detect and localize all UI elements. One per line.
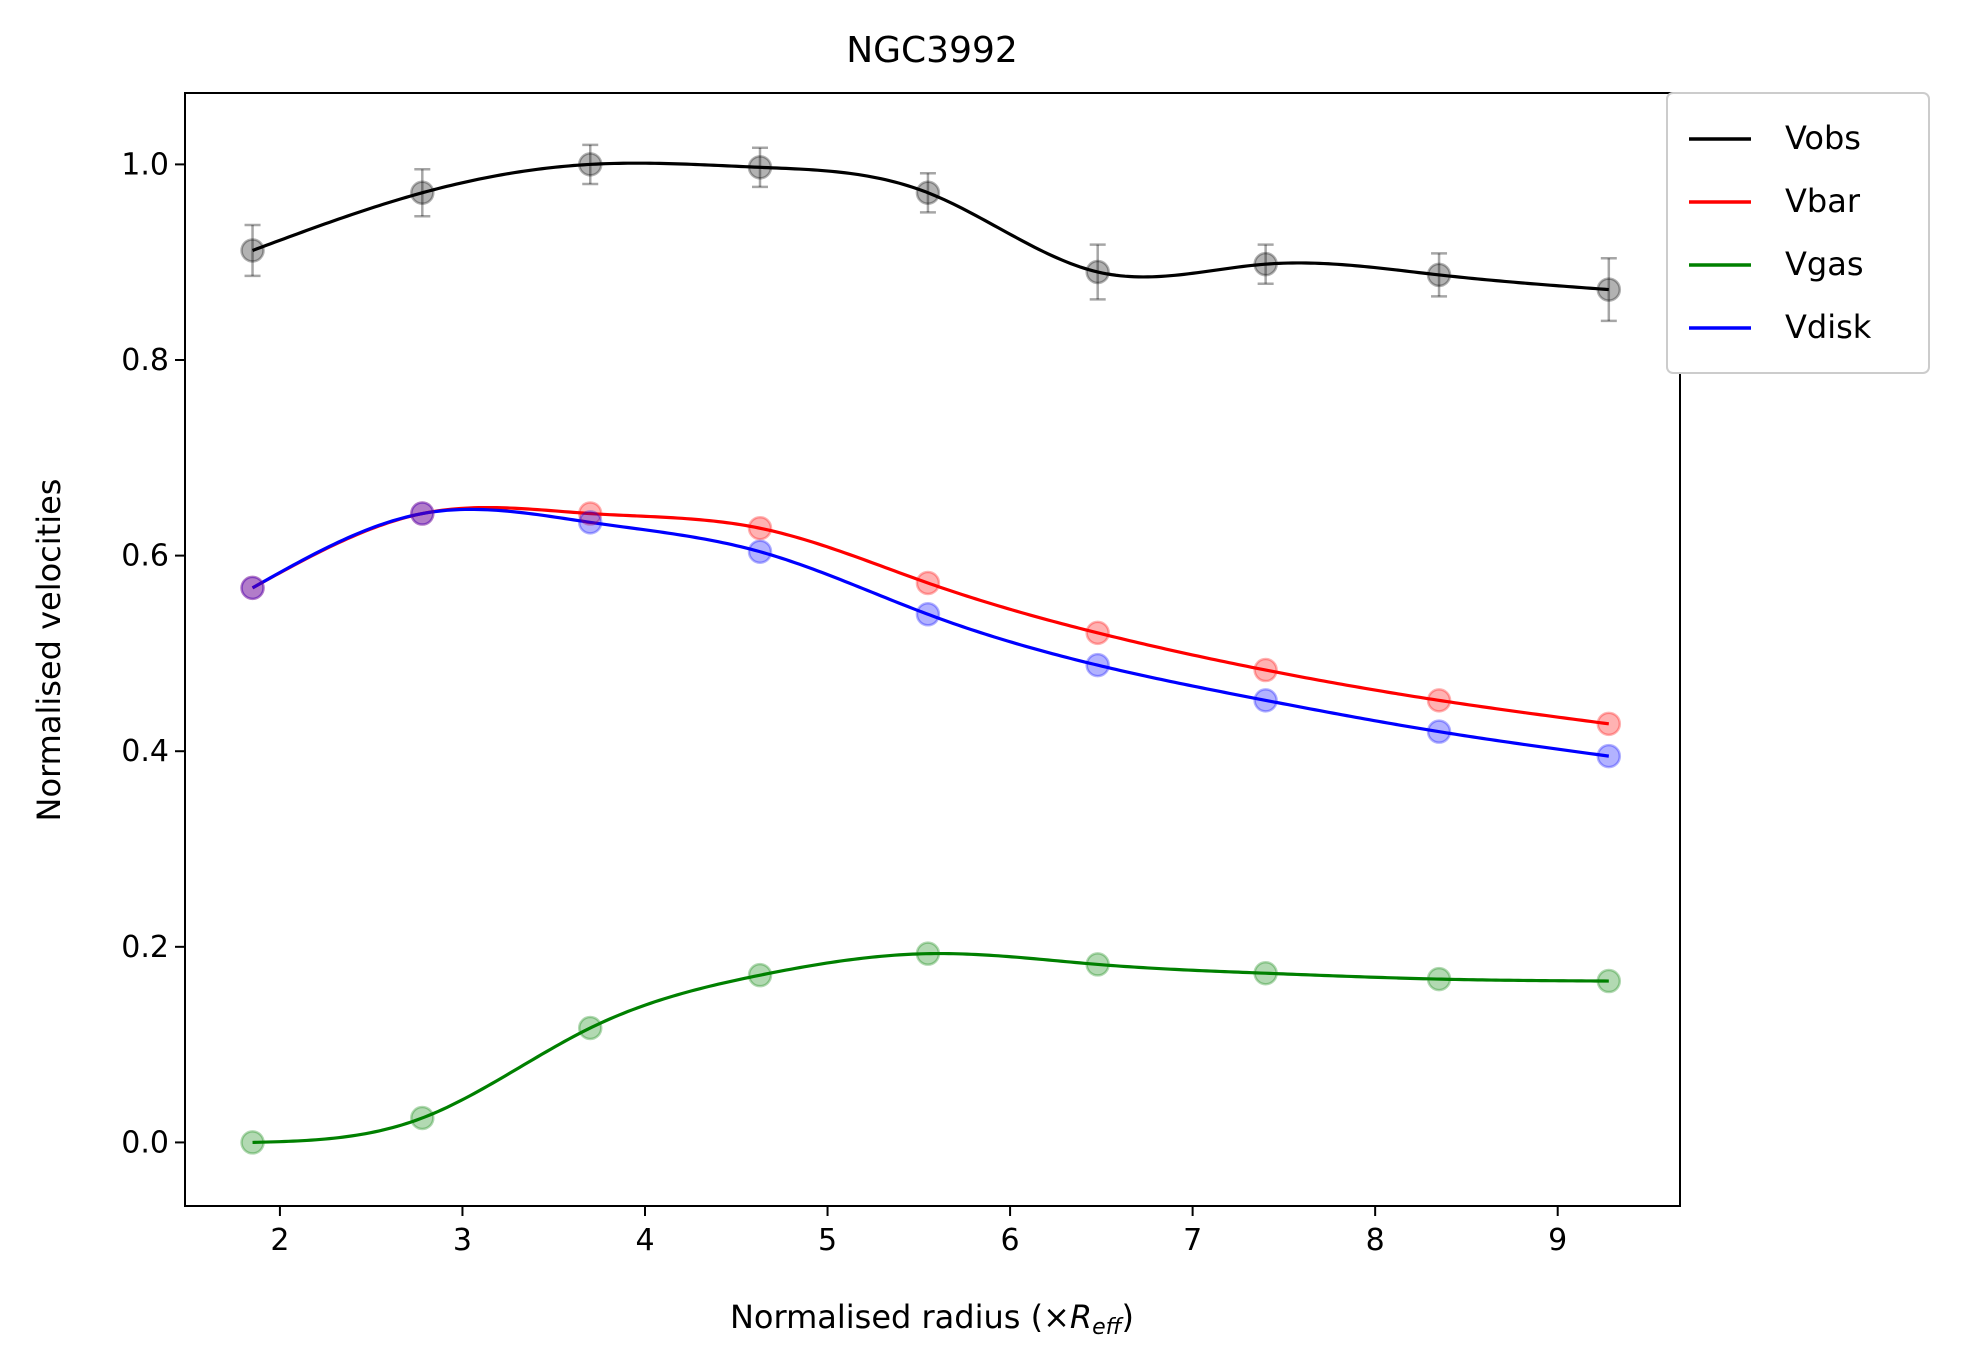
data-point-vbar	[1426, 688, 1452, 713]
data-point-vbar	[1085, 620, 1110, 646]
x-tick-label: 7	[1183, 1223, 1202, 1258]
x-tick-label: 9	[1548, 1223, 1567, 1258]
data-point-vbar	[577, 501, 603, 526]
data-point-vobs	[240, 238, 265, 263]
legend-label-vbar: Vbar	[1785, 182, 1861, 220]
legend-label-vgas: Vgas	[1785, 245, 1863, 283]
data-point-vobs	[1085, 259, 1110, 285]
series-line-vobs	[251, 161, 1609, 292]
data-point-vbar	[240, 575, 265, 601]
x-tick-label: 3	[453, 1223, 472, 1258]
y-tick-label: 0.4	[121, 734, 169, 769]
data-point-vdisk	[1253, 688, 1278, 713]
data-point-vbar	[915, 570, 941, 596]
data-point-vobs	[915, 180, 941, 206]
data-point-vdisk	[240, 575, 265, 601]
x-axis-label: Normalised radius (×Reff)	[730, 1298, 1134, 1340]
series-line-vbar	[251, 505, 1610, 726]
data-point-vobs	[410, 180, 435, 206]
data-point-vgas	[1596, 968, 1622, 994]
y-tick-label: 1.0	[121, 147, 169, 182]
data-point-vgas	[1253, 960, 1278, 986]
points-layer	[240, 143, 1622, 1155]
y-tick-label: 0.2	[121, 930, 169, 965]
data-point-vgas	[747, 962, 773, 988]
data-point-vobs	[577, 152, 603, 177]
data-point-vgas	[240, 1130, 265, 1155]
data-point-vgas	[410, 1105, 435, 1131]
x-tick-label: 4	[635, 1223, 654, 1258]
data-point-vobs	[1596, 277, 1622, 302]
data-point-vgas	[1085, 952, 1110, 977]
x-tick-label: 6	[1001, 1223, 1020, 1258]
data-point-vgas	[577, 1015, 603, 1041]
x-tick-label: 5	[818, 1223, 837, 1258]
data-point-vbar	[1253, 657, 1278, 683]
data-point-vbar	[410, 501, 435, 526]
legend: Vobs Vbar Vgas Vdisk	[1666, 92, 1930, 374]
x-tick-label: 2	[270, 1223, 289, 1258]
legend-label-vdisk: Vdisk	[1785, 308, 1872, 346]
data-point-vdisk	[747, 539, 773, 564]
data-point-vgas	[1426, 966, 1452, 992]
data-point-vdisk	[410, 501, 435, 526]
data-point-vgas	[915, 941, 941, 966]
data-point-vdisk	[915, 602, 941, 627]
series-line-vdisk	[251, 507, 1610, 758]
y-tick-label: 0.8	[121, 343, 169, 378]
data-point-vbar	[1596, 711, 1622, 737]
data-point-vdisk	[1596, 743, 1622, 769]
data-point-vobs	[747, 155, 773, 180]
data-point-vdisk	[1426, 719, 1452, 744]
x-axis: 2 3 4 5 6 7 8 9	[270, 1206, 1567, 1258]
series-line-vgas	[252, 951, 1609, 1145]
y-tick-label: 0.0	[121, 1125, 169, 1160]
data-point-vobs	[1253, 251, 1278, 277]
data-point-vobs	[1426, 262, 1452, 288]
data-point-vdisk	[1085, 652, 1110, 678]
x-tick-label: 8	[1366, 1223, 1385, 1258]
data-point-vbar	[747, 515, 773, 541]
y-axis-label: Normalised velocities	[30, 479, 68, 822]
data-point-vdisk	[577, 510, 603, 535]
legend-label-vobs: Vobs	[1785, 119, 1861, 157]
y-tick-label: 0.6	[121, 539, 169, 574]
y-axis: 0.0 0.2 0.4 0.6 0.8 1.0	[121, 147, 185, 1160]
chart-title: NGC3992	[846, 30, 1018, 71]
legend-frame	[1666, 92, 1930, 374]
series-layer	[251, 161, 1610, 1145]
plot-frame	[184, 92, 1681, 1207]
